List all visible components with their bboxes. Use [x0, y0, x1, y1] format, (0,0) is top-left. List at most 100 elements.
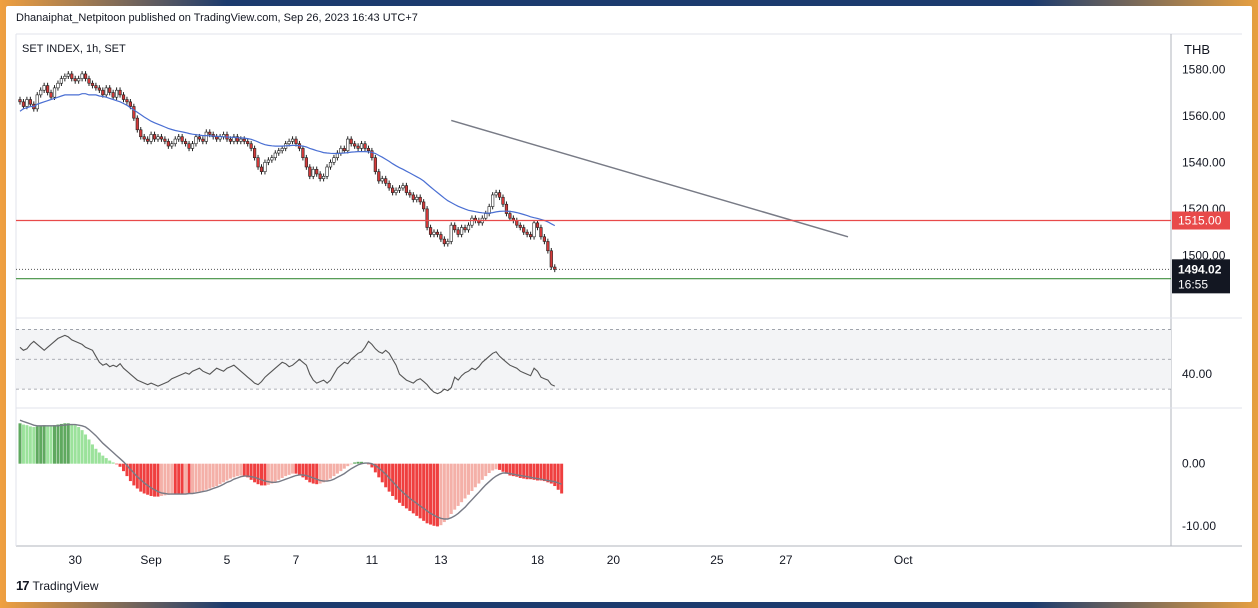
macd-histogram-bar: [104, 458, 108, 464]
macd-histogram-bar: [404, 463, 408, 509]
chart-svg[interactable]: SET INDEX, 1h, SET THB 1580.00 1560.00 154…: [6, 6, 1252, 602]
macd-histogram-bar: [529, 463, 533, 480]
candle-body: [215, 136, 219, 140]
candle-body: [42, 85, 46, 91]
macd-histogram-bar: [77, 427, 81, 464]
macd-histogram-bar: [146, 463, 150, 495]
candle-body: [501, 196, 505, 205]
macd-histogram-bar: [21, 424, 25, 464]
macd-histogram-bar: [329, 463, 332, 479]
macd-histogram-bar: [373, 463, 377, 473]
macd-histogram-bar: [498, 463, 502, 470]
macd-histogram-bar: [194, 463, 198, 493]
macd-histogram-bar: [377, 463, 381, 478]
macd-histogram-bar: [353, 462, 357, 464]
candle-body: [66, 73, 70, 77]
candle-body: [149, 134, 153, 142]
macd-histogram-bar: [159, 463, 163, 496]
macd-histogram-bar: [94, 448, 98, 464]
macd-histogram-bar: [260, 463, 263, 486]
candle-body: [152, 134, 157, 140]
time-tick-label: 5: [224, 553, 231, 567]
macd-histogram-bar: [501, 463, 505, 472]
candle-body: [446, 241, 450, 245]
candle-body: [273, 152, 277, 158]
macd-histogram-bar: [263, 463, 267, 486]
macd-histogram-bar: [59, 423, 63, 464]
macd-histogram-bar: [360, 461, 364, 464]
macd-histogram-bar: [191, 463, 194, 493]
candle-body: [432, 231, 436, 235]
candle-body: [553, 266, 557, 270]
price-tick-label: 1580.00: [1182, 62, 1226, 76]
candle-body: [332, 157, 336, 163]
macd-histogram-bar: [90, 444, 94, 464]
candle-body: [304, 157, 308, 168]
time-tick-label: 13: [434, 553, 448, 567]
tradingview-brand: TradingView: [32, 578, 99, 593]
macd-histogram-bar: [153, 463, 157, 497]
candle-body: [228, 138, 233, 142]
candle-body: [49, 92, 53, 98]
candle-body: [118, 89, 122, 96]
macd-histogram-bar: [239, 463, 243, 476]
macd-histogram-bar: [494, 463, 498, 470]
candle-body: [484, 213, 488, 219]
candle-body: [101, 89, 105, 96]
macd-histogram-bar: [122, 463, 125, 472]
macd-histogram-bar: [66, 423, 70, 464]
macd-histogram-bar: [25, 425, 29, 464]
time-tick-label: Oct: [894, 553, 913, 567]
candle-body: [370, 150, 374, 158]
candle-body: [173, 138, 177, 145]
resistance-level-tag: [1172, 211, 1230, 230]
candle-body: [422, 201, 426, 210]
macd-histogram-bar: [63, 423, 67, 464]
candle-body: [163, 138, 167, 142]
macd-histogram-bar: [215, 463, 219, 487]
candle-body: [535, 222, 540, 228]
candle-body: [342, 148, 346, 152]
macd-histogram-bar: [484, 463, 488, 477]
macd-histogram-bar: [473, 463, 477, 488]
candle-body: [390, 187, 395, 193]
time-tick-label: 30: [69, 553, 83, 567]
candle-body: [294, 138, 298, 145]
macd-histogram-bar: [401, 463, 405, 506]
macd-histogram-bar: [246, 463, 250, 478]
candle-body: [384, 178, 388, 184]
candle-body: [146, 138, 150, 142]
tradingview-logo[interactable]: 17 TradingView: [16, 578, 99, 593]
macd-histogram-bar: [187, 463, 191, 494]
candle-body: [104, 87, 108, 96]
time-tick-label: 25: [710, 553, 724, 567]
macd-histogram-bar: [439, 463, 443, 526]
macd-histogram-bar: [211, 463, 215, 488]
macd-histogram-bar: [453, 463, 457, 510]
time-axis: 30 Sep 5 7 11 13 18 20 25 27 Oct: [69, 553, 914, 567]
candle-body: [411, 194, 415, 200]
time-tick-label: 20: [607, 553, 621, 567]
macd-histogram-bar: [315, 463, 319, 485]
macd-histogram-bar: [277, 463, 281, 480]
macd-histogram-bar: [477, 463, 481, 484]
candle-body: [466, 224, 471, 231]
macd-histogram-bar: [380, 463, 384, 483]
macd-histogram-bar: [391, 463, 395, 496]
candle-body: [277, 150, 281, 154]
macd-histogram-bar: [301, 463, 305, 478]
macd-histogram-bar: [394, 463, 398, 500]
candle-body: [184, 141, 188, 145]
macd-histogram-bar: [18, 423, 22, 464]
macd-histogram-bar: [270, 463, 274, 484]
macd-histogram-bar: [525, 463, 529, 480]
macd-histogram-bar: [201, 463, 205, 492]
candle-body: [366, 148, 371, 152]
candle-body: [83, 73, 88, 79]
candle-body: [290, 138, 295, 142]
candle-body: [125, 99, 129, 103]
last-price-label: 1494.02: [1178, 262, 1222, 276]
price-tick-label: 1500.00: [1182, 248, 1226, 262]
macd-histogram-bar: [449, 463, 453, 514]
macd-histogram-bar: [142, 463, 146, 494]
